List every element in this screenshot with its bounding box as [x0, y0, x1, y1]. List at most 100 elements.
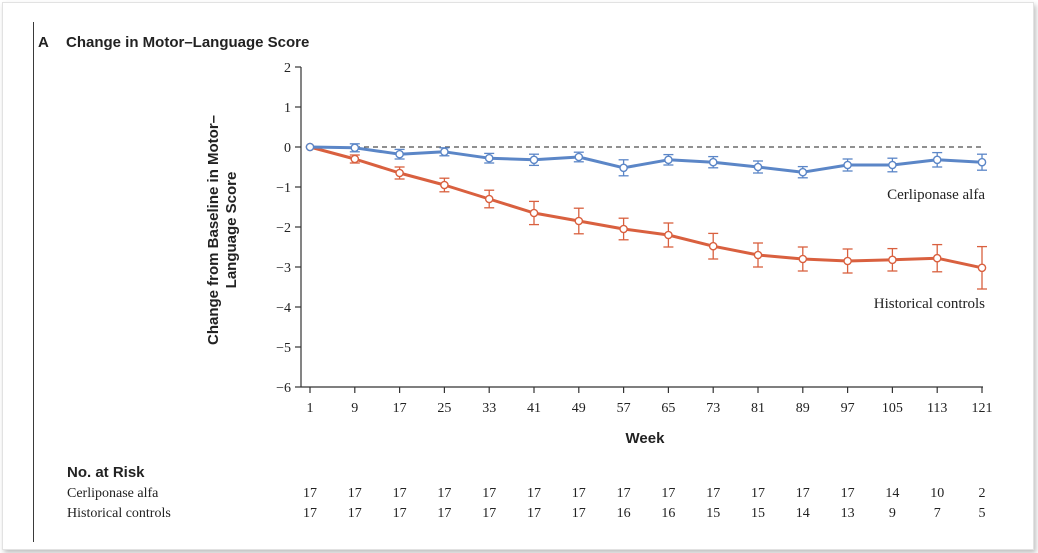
panel-rule [33, 22, 34, 542]
series-label-cerliponase: Cerliponase alfa [887, 187, 985, 203]
data-point-cerliponase [619, 163, 628, 173]
data-point-historical [574, 216, 584, 226]
at-risk-value-historical: 14 [796, 506, 810, 521]
y-tick-label: 1 [284, 101, 291, 116]
at-risk-row-label-historical: Historical controls [67, 506, 171, 521]
y-axis-ticks: 2 1 0 −1 −2 −3 −4 −5 −6 [276, 61, 301, 396]
at-risk-value-historical: 17 [437, 506, 451, 521]
at-risk-value-cerliponase: 17 [706, 486, 720, 501]
data-point-historical [484, 194, 494, 204]
y-tick-label: 0 [284, 141, 291, 156]
data-point-cerliponase [664, 155, 673, 165]
at-risk-value-cerliponase: 17 [572, 486, 586, 501]
data-point-cerliponase [350, 143, 360, 153]
at-risk-value-historical: 17 [303, 506, 317, 521]
at-risk-value-cerliponase: 10 [930, 486, 944, 501]
x-tick-label: 81 [751, 401, 765, 416]
y-tick-label: 2 [284, 61, 291, 76]
at-risk-value-historical: 17 [572, 506, 586, 521]
data-point-historical [440, 180, 449, 190]
data-point-historical [932, 253, 942, 263]
data-point-cerliponase [932, 155, 942, 165]
chart-title: Change in Motor–Language Score [66, 34, 309, 51]
at-risk-value-cerliponase: 17 [348, 486, 362, 501]
data-point-cerliponase [843, 160, 852, 170]
x-axis-label: Week [626, 430, 666, 447]
data-point-cerliponase [440, 147, 449, 157]
y-tick-label: −1 [276, 181, 291, 196]
at-risk-value-historical: 16 [661, 506, 675, 521]
at-risk-value-historical: 15 [706, 506, 720, 521]
x-tick-label: 65 [661, 401, 675, 416]
data-point-cerliponase [753, 162, 763, 172]
x-tick-label: 9 [351, 401, 358, 416]
at-risk-value-historical: 13 [841, 506, 855, 521]
data-point-historical [843, 256, 852, 266]
at-risk-value-cerliponase: 17 [661, 486, 675, 501]
x-tick-label: 17 [393, 401, 407, 416]
x-tick-label: 25 [437, 401, 451, 416]
series-line-cerliponase [309, 145, 983, 174]
data-point-cerliponase [708, 157, 718, 167]
x-tick-label: 33 [482, 401, 496, 416]
series-cerliponase [305, 142, 987, 179]
series-label-historical: Historical controls [874, 296, 985, 312]
data-point-historical [350, 154, 360, 164]
at-risk-value-historical: 17 [393, 506, 407, 521]
data-point-historical [619, 224, 628, 234]
data-point-historical [977, 263, 987, 273]
at-risk-value-cerliponase: 17 [796, 486, 810, 501]
at-risk-value-cerliponase: 17 [841, 486, 855, 501]
at-risk-value-historical: 9 [889, 506, 896, 521]
data-point-cerliponase [798, 167, 808, 177]
at-risk-value-historical: 17 [482, 506, 496, 521]
y-tick-label: −3 [276, 261, 291, 276]
data-point-cerliponase [305, 142, 315, 152]
data-point-historical [395, 168, 404, 178]
y-tick-label: −2 [276, 221, 291, 236]
x-tick-label: 113 [927, 401, 947, 416]
at-risk-value-cerliponase: 17 [482, 486, 496, 501]
panel-letter: A [38, 34, 49, 51]
at-risk-value-historical: 15 [751, 506, 765, 521]
data-point-cerliponase [574, 152, 584, 162]
at-risk-value-historical: 16 [617, 506, 631, 521]
at-risk-value-cerliponase: 17 [751, 486, 765, 501]
x-tick-label: 49 [572, 401, 586, 416]
data-point-historical [888, 255, 897, 265]
x-axis-ticks: 1 9 17 25 33 41 49 57 65 73 81 89 97 105 113 121 [307, 387, 993, 416]
at-risk-value-historical: 17 [527, 506, 541, 521]
data-point-historical [753, 250, 763, 260]
x-tick-label: 73 [706, 401, 720, 416]
series-line-historical [309, 145, 983, 270]
data-point-historical [798, 254, 808, 264]
x-tick-label: 97 [841, 401, 855, 416]
data-point-historical [664, 230, 673, 240]
series-layer [305, 142, 987, 290]
data-point-cerliponase [529, 155, 539, 165]
at-risk-value-historical: 7 [934, 506, 941, 521]
y-axis-label-line-1: Change from Baseline in Motor– [205, 115, 222, 345]
at-risk-value-cerliponase: 17 [527, 486, 541, 501]
y-tick-label: −4 [276, 301, 291, 316]
at-risk-title: No. at Risk [67, 464, 145, 481]
y-axis-label-line-2: Language Score [223, 172, 240, 289]
data-point-cerliponase [977, 157, 987, 167]
at-risk-value-cerliponase: 17 [617, 486, 631, 501]
x-tick-label: 1 [307, 401, 314, 416]
at-risk-value-historical: 17 [348, 506, 362, 521]
x-tick-label: 105 [882, 401, 903, 416]
at-risk-value-cerliponase: 17 [303, 486, 317, 501]
at-risk-value-cerliponase: 17 [437, 486, 451, 501]
x-tick-label: 41 [527, 401, 541, 416]
y-tick-label: −6 [276, 381, 291, 396]
y-tick-label: −5 [276, 341, 291, 356]
data-point-historical [529, 208, 539, 218]
data-point-cerliponase [395, 149, 404, 159]
at-risk-values: 17 17 17 17 17 17 17 17 17 17 17 17 17 14 10 2 17 17 17 17 1… [303, 486, 986, 521]
data-point-historical [708, 241, 718, 251]
data-point-cerliponase [888, 160, 897, 170]
at-risk-value-cerliponase: 17 [393, 486, 407, 501]
